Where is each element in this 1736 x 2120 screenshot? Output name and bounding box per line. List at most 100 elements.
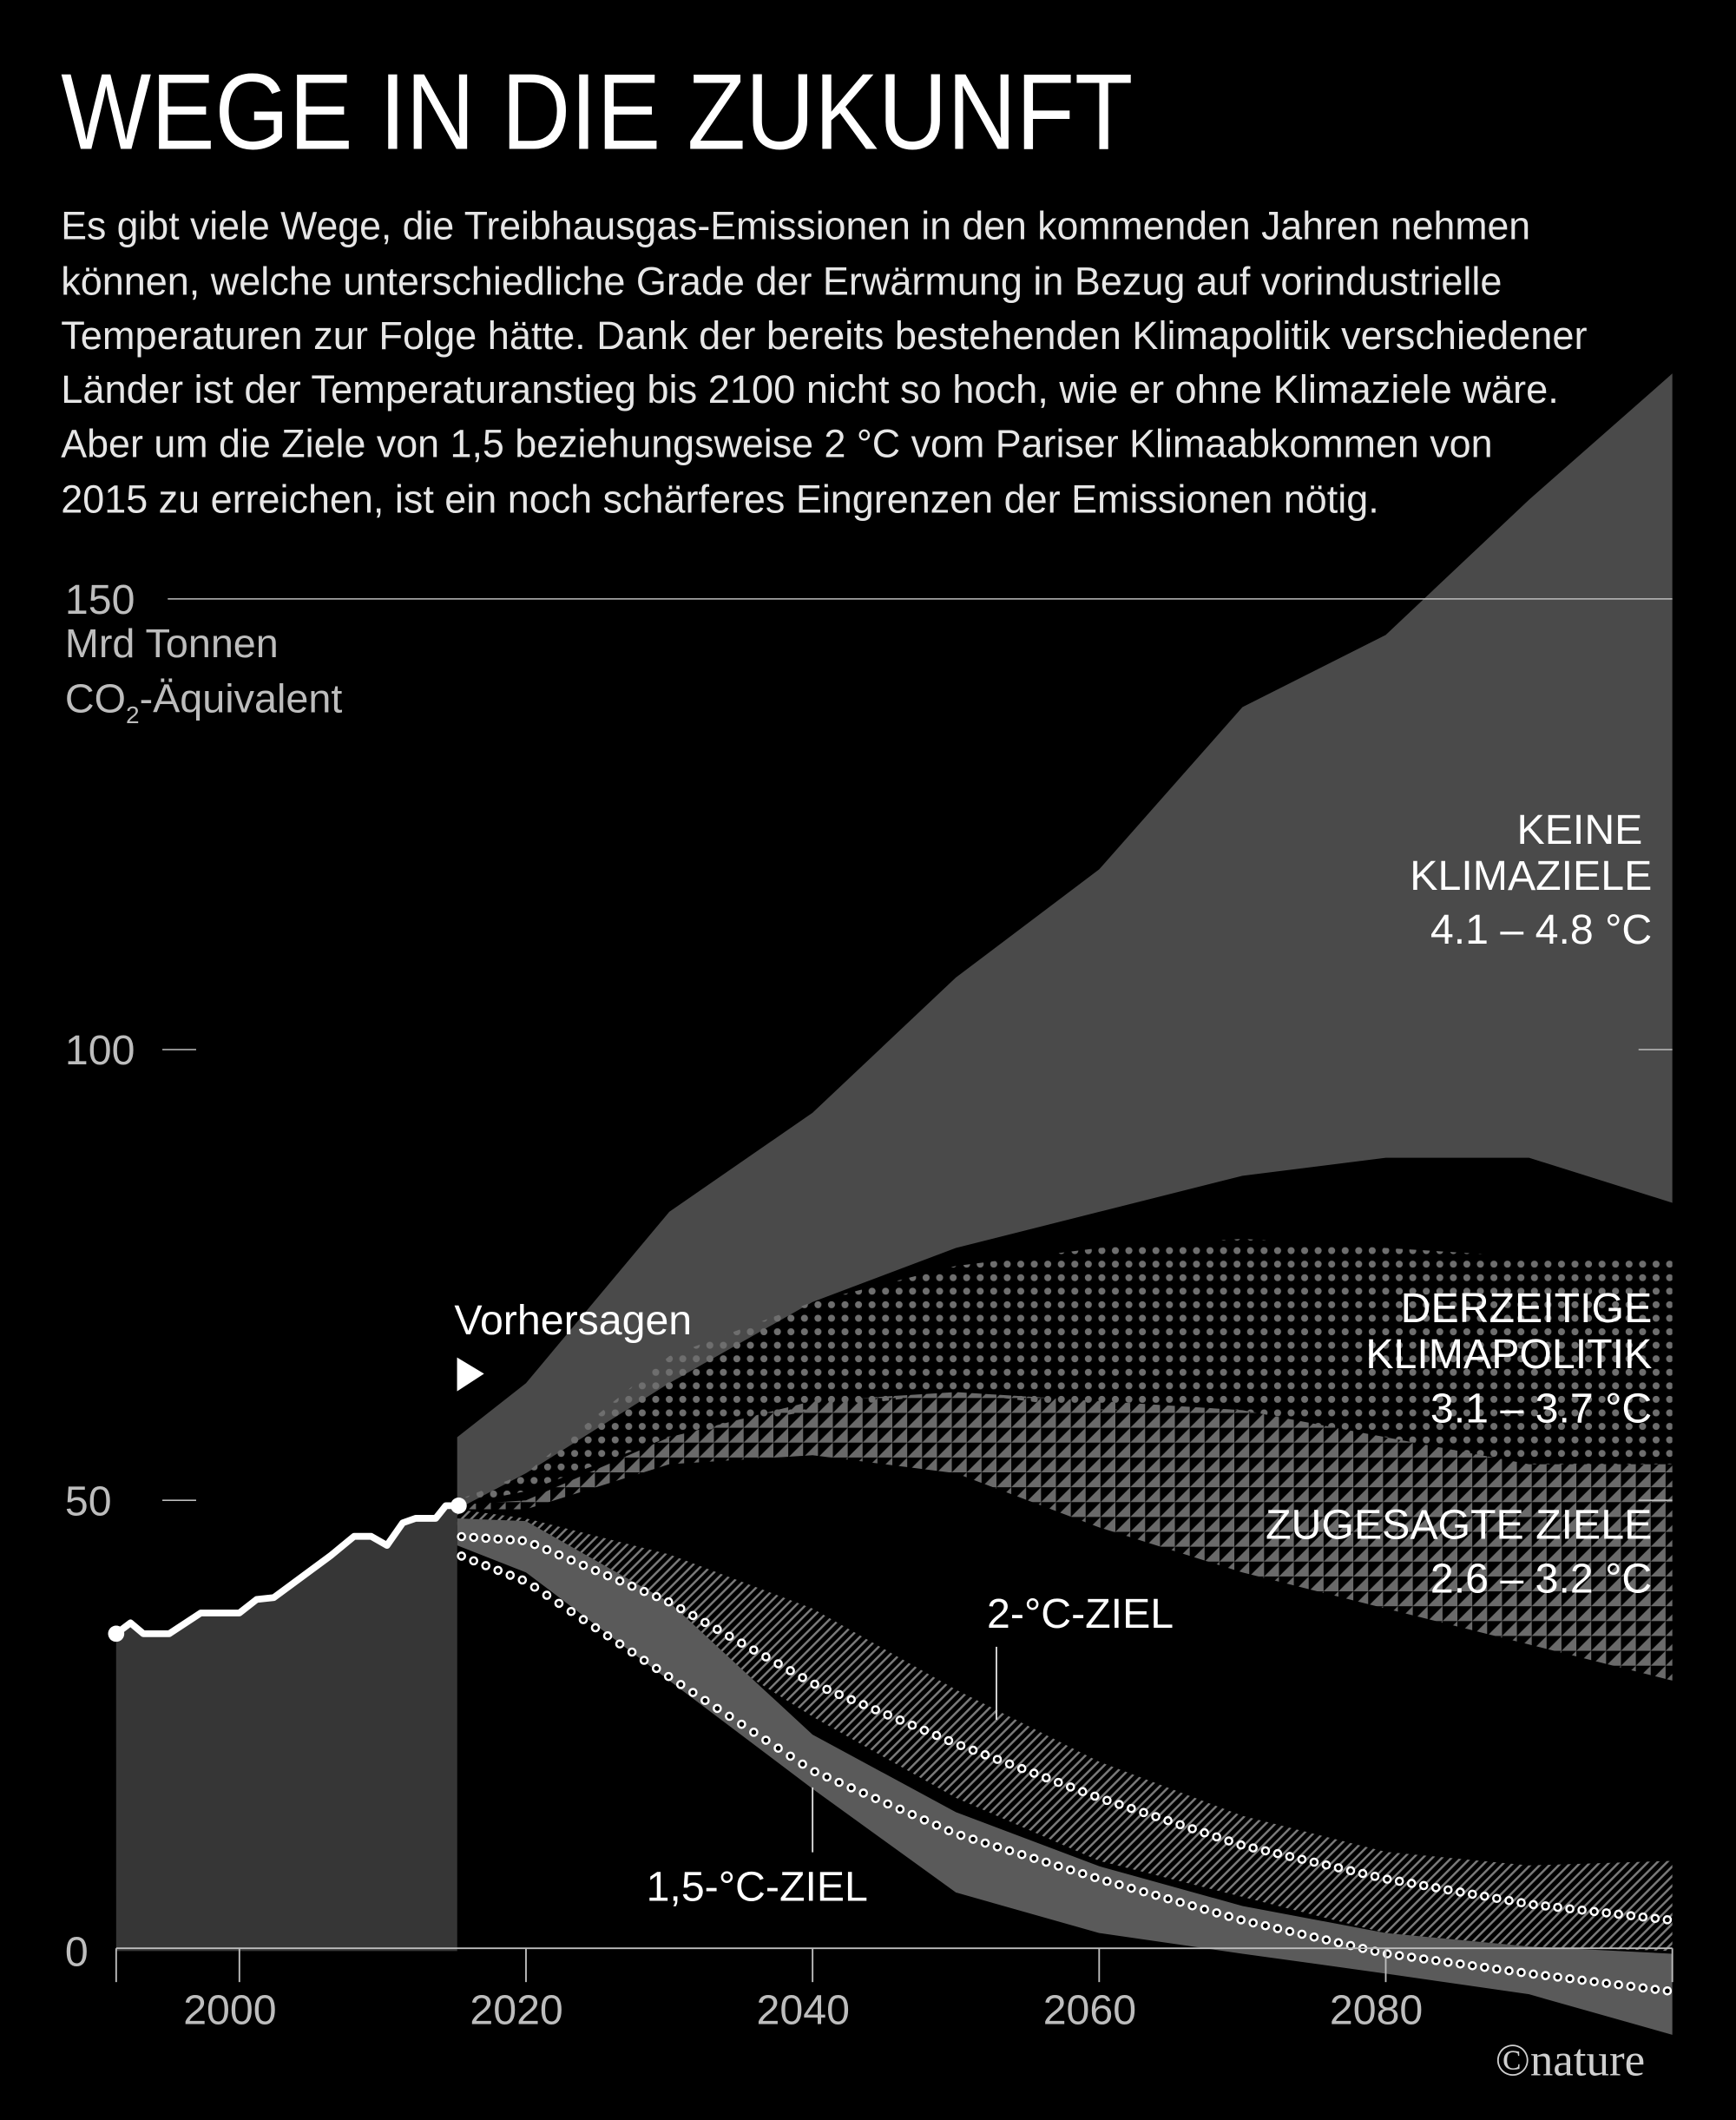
- label-derzeitige-line: DERZEITIGE: [1401, 1285, 1653, 1332]
- median-point-eins-fuenf-grad: [786, 1751, 795, 1761]
- median-point-zwei-grad: [1102, 1795, 1112, 1806]
- median-point-eins-fuenf-grad: [1430, 1956, 1441, 1965]
- median-point-zwei-grad: [1187, 1824, 1197, 1834]
- emissions-chart: 2000 2020 2040 2060 2080 150 100 50 0 Mrd Tonnen…: [65, 373, 1674, 2035]
- median-point-zwei-grad: [1504, 1895, 1514, 1906]
- median-point-eins-fuenf-grad: [725, 1711, 734, 1722]
- median-point-eins-fuenf-grad: [1394, 1951, 1404, 1960]
- median-point-zwei-grad: [1224, 1836, 1233, 1846]
- median-point-zwei-grad: [615, 1576, 625, 1586]
- median-point-zwei-grad: [1529, 1899, 1538, 1910]
- median-point-eins-fuenf-grad: [1224, 1912, 1233, 1921]
- median-point-eins-fuenf-grad: [1589, 1977, 1599, 1986]
- median-point-zwei-grad: [1053, 1777, 1063, 1788]
- median-point-zwei-grad: [980, 1750, 990, 1760]
- median-point-eins-fuenf-grad: [773, 1743, 783, 1754]
- median-point-eins-fuenf-grad: [1127, 1883, 1136, 1893]
- median-point-eins-fuenf-grad: [663, 1671, 674, 1682]
- median-point-zwei-grad: [700, 1617, 710, 1628]
- median-point-eins-fuenf-grad: [1516, 1967, 1526, 1978]
- historical-end-point: [450, 1498, 467, 1514]
- intro-line: Aber um die Ziele von 1,5 beziehungsweis…: [61, 421, 1492, 465]
- median-point-eins-fuenf-grad: [1504, 1965, 1514, 1976]
- label-keine-range: 4.1 – 4.8 °C: [1430, 906, 1652, 953]
- median-point-zwei-grad: [1200, 1827, 1209, 1838]
- median-point-zwei-grad: [822, 1684, 832, 1695]
- axes: 2000 2020 2040 2060 2080 150 100 50 0: [65, 576, 1674, 2033]
- median-point-zwei-grad: [590, 1565, 601, 1576]
- median-point-zwei-grad: [602, 1570, 613, 1581]
- median-point-zwei-grad: [1456, 1887, 1465, 1897]
- median-point-eins-fuenf-grad: [481, 1561, 491, 1570]
- median-point-eins-fuenf-grad: [1309, 1932, 1319, 1942]
- median-point-zwei-grad: [907, 1720, 917, 1730]
- historical-series: [108, 1498, 467, 1952]
- median-point-eins-fuenf-grad: [457, 1551, 466, 1561]
- median-point-eins-fuenf-grad: [1614, 1979, 1623, 1990]
- aequivalent-text: -Äquivalent: [140, 676, 343, 721]
- median-point-eins-fuenf-grad: [944, 1826, 954, 1836]
- median-point-zwei-grad: [1163, 1815, 1173, 1826]
- median-point-zwei-grad: [1662, 1915, 1673, 1925]
- median-point-eins-fuenf-grad: [1285, 1926, 1295, 1937]
- median-point-eins-fuenf-grad: [1090, 1873, 1100, 1883]
- median-point-eins-fuenf-grad: [1053, 1861, 1063, 1871]
- median-point-zwei-grad: [1650, 1913, 1660, 1924]
- label-derzeitige-line: KLIMAPOLITIK: [1365, 1331, 1652, 1378]
- median-point-zwei-grad: [798, 1673, 807, 1682]
- median-point-zwei-grad: [1041, 1773, 1051, 1783]
- median-point-eins-fuenf-grad: [907, 1809, 917, 1820]
- scenario-bands: [457, 373, 1673, 2035]
- median-point-eins-fuenf-grad: [1029, 1853, 1039, 1863]
- median-point-zwei-grad: [1016, 1763, 1027, 1774]
- x-tick-label: 2020: [470, 1986, 562, 2033]
- label-1-5-grad-ziel: 1,5-°C-ZIEL: [647, 1864, 868, 1911]
- median-point-zwei-grad: [1626, 1911, 1636, 1920]
- median-point-zwei-grad: [493, 1534, 503, 1544]
- median-point-eins-fuenf-grad: [980, 1838, 990, 1848]
- median-point-eins-fuenf-grad: [761, 1735, 771, 1745]
- band-derzeitige: [457, 1239, 1673, 1505]
- median-point-zwei-grad: [773, 1659, 783, 1669]
- median-point-eins-fuenf-grad: [1151, 1890, 1161, 1900]
- nature-logo: ©nature: [1496, 2036, 1646, 2086]
- forecast-arrow-icon: [457, 1357, 484, 1392]
- page-title: WEGE IN DIE ZUKUNFT: [61, 51, 1133, 172]
- median-point-zwei-grad: [810, 1679, 819, 1689]
- median-point-eins-fuenf-grad: [676, 1680, 686, 1689]
- intro-line: 2015 zu erreichen, ist ein noch schärfer…: [61, 477, 1378, 521]
- median-point-eins-fuenf-grad: [651, 1663, 661, 1674]
- median-point-zwei-grad: [1406, 1879, 1417, 1888]
- median-point-zwei-grad: [1004, 1759, 1015, 1769]
- median-point-eins-fuenf-grad: [1212, 1908, 1221, 1918]
- x-tick-label: 2060: [1043, 1986, 1136, 2033]
- median-point-eins-fuenf-grad: [578, 1615, 589, 1624]
- band-keine: [457, 373, 1673, 1510]
- median-point-eins-fuenf-grad: [1139, 1886, 1148, 1897]
- median-point-zwei-grad: [651, 1591, 661, 1602]
- median-point-eins-fuenf-grad: [1529, 1969, 1538, 1979]
- median-point-zwei-grad: [1601, 1908, 1611, 1918]
- median-point-zwei-grad: [517, 1536, 528, 1545]
- y-axis-label-line1: Mrd Tonnen: [65, 621, 279, 666]
- median-point-zwei-grad: [737, 1638, 746, 1649]
- y-tick-label: 50: [65, 1478, 112, 1524]
- median-point-zwei-grad: [1394, 1876, 1404, 1886]
- median-point-zwei-grad: [713, 1624, 722, 1635]
- band-zugesagte: [457, 1392, 1673, 1681]
- median-point-eins-fuenf-grad: [1345, 1940, 1356, 1951]
- intro-line: Temperaturen zur Folge hätte. Dank der b…: [61, 313, 1587, 358]
- median-point-eins-fuenf-grad: [834, 1777, 844, 1788]
- median-point-eins-fuenf-grad: [1468, 1961, 1477, 1971]
- median-point-eins-fuenf-grad: [554, 1598, 564, 1609]
- median-point-zwei-grad: [1078, 1787, 1088, 1797]
- median-point-eins-fuenf-grad: [737, 1719, 746, 1729]
- y-tick-label: 150: [65, 576, 135, 623]
- median-point-eins-fuenf-grad: [627, 1647, 637, 1657]
- median-point-eins-fuenf-grad: [822, 1772, 832, 1782]
- median-point-eins-fuenf-grad: [517, 1575, 528, 1585]
- median-point-zwei-grad: [992, 1755, 1003, 1764]
- median-point-eins-fuenf-grad: [1638, 1983, 1648, 1993]
- median-point-eins-fuenf-grad: [493, 1565, 503, 1576]
